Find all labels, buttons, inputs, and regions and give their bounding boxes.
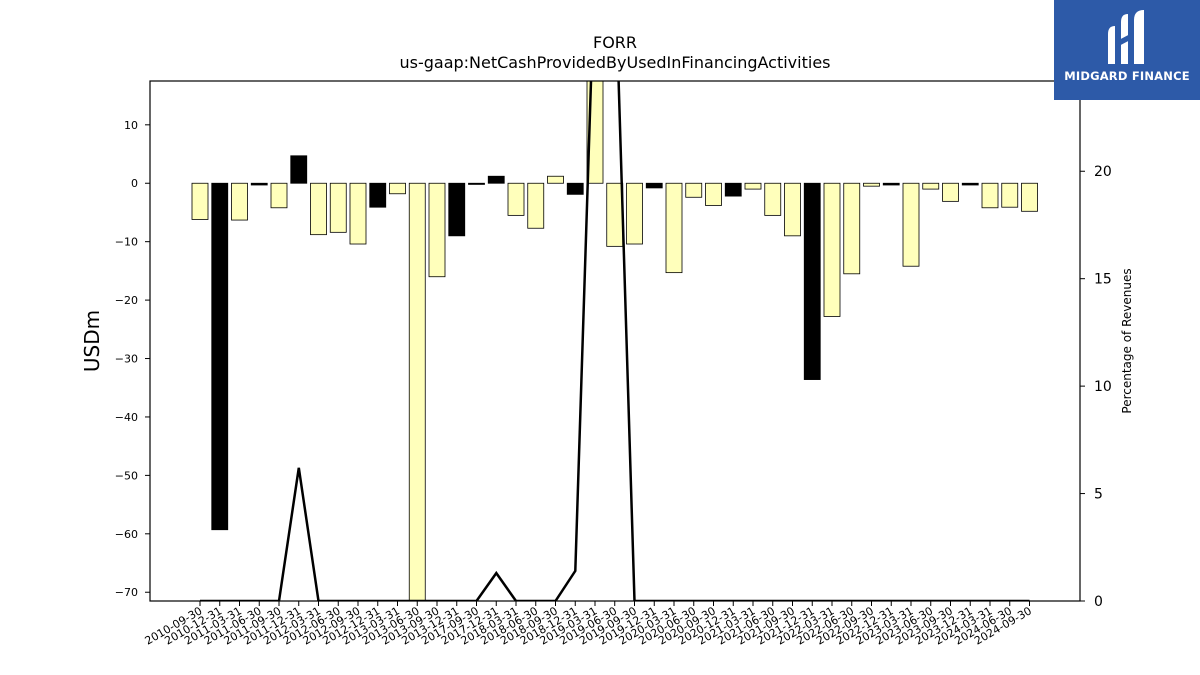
y-tick-label: −10 bbox=[115, 236, 138, 249]
bar-2020-03-31 bbox=[665, 182, 683, 274]
y2-tick-label: 20 bbox=[1094, 164, 1112, 180]
y2-tick-label: 15 bbox=[1094, 272, 1112, 288]
bar-2023-03-31 bbox=[902, 182, 920, 267]
bar-2010-09-30 bbox=[191, 182, 209, 220]
brand-name: MIDGARD FINANCE bbox=[1064, 69, 1190, 83]
y-tick-label: 10 bbox=[124, 119, 138, 132]
bar-2019-09-30 bbox=[626, 182, 643, 245]
bars-group bbox=[191, 81, 1038, 601]
bar-2011-03-31 bbox=[231, 182, 248, 221]
bar-2011-06-30 bbox=[250, 182, 268, 186]
bar-2024-03-31 bbox=[981, 182, 999, 209]
bar-2020-12-31 bbox=[724, 182, 742, 197]
bar-2022-06-30 bbox=[843, 182, 861, 275]
y-tick-label: −30 bbox=[115, 353, 138, 366]
bar-2021-03-31 bbox=[744, 182, 762, 190]
bar-2019-12-31 bbox=[645, 182, 663, 189]
bar-2022-09-30 bbox=[863, 182, 880, 187]
y2-axis-label: Percentage of Revenues bbox=[1120, 268, 1134, 413]
y2-tick-label: 5 bbox=[1094, 487, 1103, 503]
bar-2021-06-30 bbox=[764, 182, 782, 216]
y-tick-label: −60 bbox=[115, 528, 138, 541]
y-tick-label: −50 bbox=[115, 469, 138, 482]
bar-2019-06-30 bbox=[606, 182, 624, 247]
bar-2024-09-30 bbox=[1021, 182, 1038, 212]
y-axis-label: USDm bbox=[80, 310, 104, 372]
y-tick-label: −20 bbox=[115, 294, 138, 307]
bar-2018-09-30 bbox=[547, 175, 564, 184]
bar-2018-12-31 bbox=[566, 182, 584, 195]
bar-2012-03-31 bbox=[310, 182, 327, 236]
chart-subtitle: us-gaap:NetCashProvidedByUsedInFinancing… bbox=[399, 53, 830, 72]
bar-2013-06-30 bbox=[408, 182, 426, 601]
bar-2012-12-31 bbox=[369, 182, 387, 208]
bar-2013-12-31 bbox=[448, 182, 466, 237]
bar-2023-12-31 bbox=[961, 182, 979, 186]
y2-axis-ticks: 20 15 10 5 0 bbox=[1080, 164, 1112, 610]
brand-logo: MIDGARD FINANCE bbox=[1054, 0, 1200, 100]
midgard-m-logo-icon bbox=[1108, 10, 1144, 64]
y-tick-label: 0 bbox=[131, 177, 138, 190]
chart-title: FORR bbox=[593, 33, 637, 52]
bar-2022-12-31 bbox=[882, 182, 900, 186]
bar-2017-12-31 bbox=[487, 175, 505, 184]
bar-2011-09-30 bbox=[270, 182, 288, 209]
y-tick-label: −70 bbox=[115, 586, 138, 599]
bar-2020-06-30 bbox=[685, 182, 703, 198]
percentage-line-group bbox=[200, 81, 1030, 601]
bar-2021-12-31 bbox=[803, 182, 821, 380]
bar-2011-12-31 bbox=[290, 155, 308, 184]
bar-2010-12-31 bbox=[211, 182, 229, 531]
bar-2023-06-30 bbox=[922, 182, 940, 190]
bar-2024-06-30 bbox=[1001, 182, 1019, 208]
bar-2013-03-31 bbox=[389, 182, 406, 195]
bar-2023-09-30 bbox=[942, 182, 959, 202]
bar-2012-06-30 bbox=[329, 182, 347, 233]
y2-tick-label: 10 bbox=[1094, 379, 1112, 395]
x-axis-ticks: 2010-09-302010-12-312011-03-312011-06-30… bbox=[143, 601, 1034, 648]
bar-2021-09-30 bbox=[784, 182, 801, 237]
bar-2018-06-30 bbox=[527, 182, 545, 229]
percentage-of-revenues-line bbox=[200, 81, 1030, 601]
y2-tick-label: 0 bbox=[1094, 594, 1103, 610]
bar-2022-03-31 bbox=[823, 182, 841, 317]
bar-2013-09-30 bbox=[428, 182, 446, 278]
y-tick-label: −40 bbox=[115, 411, 138, 424]
y-axis-ticks: 10 0 −10 −20 −30 −40 −50 −60 −70 bbox=[115, 119, 150, 599]
bar-2020-09-30 bbox=[705, 182, 722, 206]
bar-2018-03-31 bbox=[507, 182, 525, 216]
bar-2012-09-30 bbox=[349, 182, 367, 245]
bar-2017-09-30 bbox=[468, 182, 485, 185]
